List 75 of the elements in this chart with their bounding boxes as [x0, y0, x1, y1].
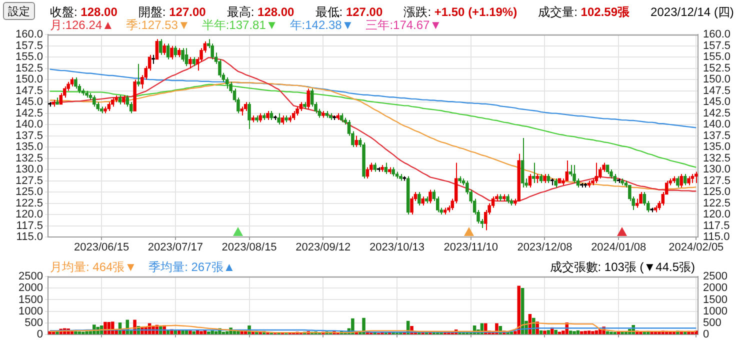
text: 最高: 128.00	[226, 5, 294, 19]
y2-tick-label: 147.5	[703, 84, 731, 97]
y-tick-label: 0	[36, 328, 43, 340]
y-tick-label: 135.0	[15, 141, 43, 154]
text: 漲跌: +1.50 (+1.19%)	[404, 5, 518, 19]
y-tick-label: 147.5	[15, 84, 43, 97]
y-tick-label: 140.0	[15, 118, 43, 131]
y-tick-label: 1000	[18, 305, 43, 318]
y2-tick-label: 157.5	[703, 40, 731, 52]
text: 成交張數: 103張 (▼44.5張)	[550, 259, 695, 276]
y2-tick-label: 117.5	[703, 220, 730, 232]
y2-tick-label: 142.5	[703, 107, 731, 120]
y2-tick-label: 120.0	[703, 208, 731, 221]
y2-tick-label: 132.5	[703, 152, 731, 164]
y-tick-label: 137.5	[15, 130, 43, 142]
y2-tick-label: 160.0	[703, 28, 731, 41]
y-tick-label: 127.5	[15, 174, 43, 187]
y-tick-label: 500	[24, 316, 43, 329]
y-tick-label: 145.0	[15, 96, 43, 108]
y2-tick-label: 2000	[703, 282, 728, 294]
y2-tick-label: 152.5	[703, 62, 731, 74]
y2-tick-label: 150.0	[703, 74, 731, 86]
y-tick-label: 130.0	[15, 164, 43, 176]
text: 年:142.38▼	[290, 18, 354, 34]
y-tick-label: 1500	[18, 294, 43, 306]
text: 開盤: 127.00	[138, 5, 206, 19]
y-tick-label: 132.5	[15, 152, 43, 164]
text: 成交量: 102.59張	[538, 5, 630, 19]
x-tick-label: 2024/01/08	[591, 242, 646, 254]
x-tick-label: 2023/08/15	[222, 242, 277, 254]
x-tick-label: 2023/11/10	[444, 242, 498, 254]
y2-tick-label: 127.5	[703, 174, 731, 187]
y-tick-label: 142.5	[15, 107, 43, 120]
x-tick-label: 2024/02/05	[668, 242, 724, 254]
y2-tick-label: 130.0	[703, 164, 731, 176]
text: 月均量: 464張▼	[50, 259, 137, 276]
y2-tick-label: 122.5	[703, 197, 731, 210]
y-tick-label: 122.5	[15, 197, 43, 210]
x-tick-label: 2023/07/17	[148, 242, 203, 254]
text: 季:127.53▼	[126, 18, 190, 34]
y2-tick-label: 137.5	[703, 130, 731, 142]
text: 2023/12/14 (四)	[650, 4, 734, 21]
y2-tick-label: 125.0	[703, 186, 731, 198]
y-tick-label: 125.0	[15, 186, 43, 198]
y-tick-label: 117.5	[16, 220, 43, 232]
y2-tick-label: 2500	[703, 270, 728, 283]
text: 季均量: 267張▲	[148, 259, 236, 276]
y2-tick-label: 115.0	[703, 231, 730, 244]
y2-tick-label: 155.0	[703, 51, 731, 64]
text: 收盤: 128.00	[50, 5, 118, 19]
y-tick-label: 115.0	[16, 231, 43, 244]
y-tick-label: 157.5	[15, 40, 43, 52]
text: 月:126.24▲	[50, 18, 114, 34]
y-tick-label: 152.5	[15, 62, 43, 74]
text: 半年:137.81▼	[202, 18, 278, 34]
x-tick-label: 2023/12/08	[517, 242, 572, 254]
y-tick-label: 2000	[18, 282, 43, 294]
x-tick-label: 2023/09/12	[296, 242, 351, 254]
y2-tick-label: 1000	[703, 305, 728, 318]
y2-tick-label: 140.0	[703, 118, 731, 131]
y2-tick-label: 135.0	[703, 141, 731, 154]
text: 最低: 127.00	[315, 5, 383, 19]
y-tick-label: 120.0	[15, 208, 43, 221]
y2-tick-label: 500	[703, 316, 722, 329]
y-tick-label: 150.0	[15, 74, 43, 86]
text: 設定	[3, 2, 35, 20]
y2-tick-label: 145.0	[703, 96, 731, 108]
y-tick-label: 160.0	[15, 28, 43, 41]
legend-label: 三年:174.67▼	[366, 18, 442, 34]
y2-tick-label: 1500	[703, 294, 728, 306]
y-tick-label: 155.0	[15, 51, 43, 64]
x-tick-label: 2023/06/15	[74, 242, 130, 254]
y-tick-label: 2500	[18, 270, 43, 283]
x-tick-label: 2023/10/13	[369, 242, 425, 254]
y2-tick-label: 0	[703, 328, 710, 340]
